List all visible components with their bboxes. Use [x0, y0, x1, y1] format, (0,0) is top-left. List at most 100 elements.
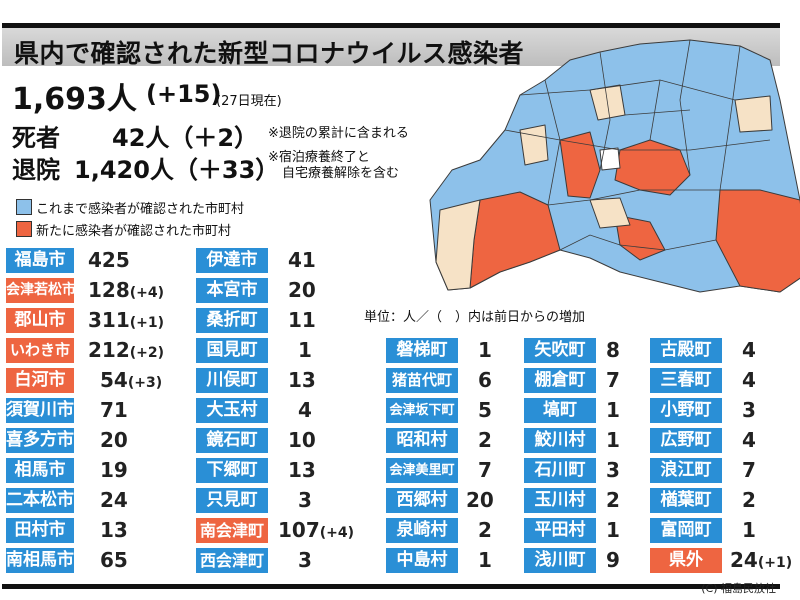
municipality-count: 65: [100, 548, 128, 572]
discharged-value: 1,420人（＋33）: [74, 156, 280, 184]
municipality-label-kitakata: 喜多方市: [6, 428, 74, 453]
unit-note: 単位：人／（ ）内は前日からの増加: [364, 310, 586, 325]
municipality-count: 13: [100, 518, 128, 542]
municipality-label-namie: 浪江町: [650, 458, 722, 483]
municipality-label-minamisoma: 南相馬市: [6, 548, 74, 573]
municipality-count: 311(+1): [88, 308, 165, 332]
municipality-label-nishiaizu: 西会津町: [196, 548, 268, 573]
municipality-label-outside-prefecture: 県外: [650, 548, 722, 573]
municipality-count: 54(+3): [100, 368, 163, 392]
municipality-label-naraha: 楢葉町: [650, 488, 722, 513]
municipality-label-tadami: 只見町: [196, 488, 268, 513]
discharged-note-2: 自宅療養解除を含む: [282, 166, 400, 181]
municipality-label-minamiaizu: 南会津町: [196, 518, 268, 543]
municipality-count: 6: [478, 368, 492, 392]
municipality-label-shimogo: 下郷町: [196, 458, 268, 483]
municipality-label-koori: 桑折町: [196, 308, 268, 333]
municipality-label-ono: 小野町: [650, 398, 722, 423]
deaths-value: 42人（＋2）: [112, 124, 259, 152]
municipality-label-asakawa: 浅川町: [524, 548, 596, 573]
municipality-label-hirono: 広野町: [650, 428, 722, 453]
municipality-count: 2: [606, 488, 620, 512]
municipality-label-ishikawa: 石川町: [524, 458, 596, 483]
municipality-count: 128(+4): [88, 278, 165, 302]
municipality-label-miharu: 三春町: [650, 368, 722, 393]
municipality-label-tomioka: 富岡町: [650, 518, 722, 543]
municipality-label-nihonmatsu: 二本松市: [6, 488, 74, 513]
municipality-count: 7: [478, 458, 492, 482]
municipality-label-aizuwakamatsu: 会津若松市: [6, 278, 74, 303]
discharged-note-1: ※宿泊療養終了と: [268, 150, 370, 165]
municipality-count: 10: [288, 428, 316, 452]
municipality-label-iwaki: いわき市: [6, 338, 74, 363]
municipality-label-tamakawa: 玉川村: [524, 488, 596, 513]
municipality-count: 4: [298, 398, 312, 422]
total-increase: (+15): [146, 80, 222, 108]
municipality-count: 8: [606, 338, 620, 362]
municipality-count: 2: [742, 488, 756, 512]
municipality-label-furudono: 古殿町: [650, 338, 722, 363]
municipality-label-showa: 昭和村: [386, 428, 458, 453]
municipality-label-nakajima: 中島村: [386, 548, 458, 573]
municipality-label-aizubange: 会津坂下町: [386, 398, 458, 423]
municipality-label-samegawa: 鮫川村: [524, 428, 596, 453]
deaths-label: 死者: [12, 124, 60, 152]
municipality-count: 4: [742, 368, 756, 392]
municipality-count: 3: [298, 488, 312, 512]
municipality-label-koriyama: 郡山市: [6, 308, 74, 333]
municipality-count: 1: [478, 548, 492, 572]
as-of-date: (27日現在): [216, 94, 282, 109]
municipality-label-date: 伊達市: [196, 248, 268, 273]
municipality-count: 212(+2): [88, 338, 165, 362]
municipality-count: 107(+4): [278, 518, 355, 542]
municipality-label-shirakawa: 白河市: [6, 368, 74, 393]
municipality-label-izumizaki: 泉崎村: [386, 518, 458, 543]
page-title: 県内で確認された新型コロナウイルス感染者: [14, 39, 525, 68]
municipality-label-otama: 大玉村: [196, 398, 268, 423]
municipality-count: 2: [478, 428, 492, 452]
legend-new-swatch: [16, 221, 32, 237]
infographic-frame: [2, 23, 780, 589]
municipality-count: 19: [100, 458, 128, 482]
municipality-count: 24: [100, 488, 128, 512]
municipality-count: 1: [606, 518, 620, 542]
municipality-count: 71: [100, 398, 128, 422]
legend-confirmed-swatch: [16, 199, 32, 215]
municipality-count: 1: [606, 428, 620, 452]
municipality-label-fukushima: 福島市: [6, 248, 74, 273]
legend-confirmed-label: これまで感染者が確認された市町村: [36, 202, 245, 217]
municipality-label-kagamiishi: 鏡石町: [196, 428, 268, 453]
municipality-label-bandai: 磐梯町: [386, 338, 458, 363]
municipality-count: 2: [478, 518, 492, 542]
municipality-label-sukagawa: 須賀川市: [6, 398, 74, 423]
municipality-count: 41: [288, 248, 316, 272]
municipality-count: 1: [606, 398, 620, 422]
municipality-label-tanagura: 棚倉町: [524, 368, 596, 393]
municipality-label-hanawa: 塙町: [524, 398, 596, 423]
municipality-count: 4: [742, 338, 756, 362]
copyright: (C) 福島民放社: [701, 582, 776, 595]
municipality-count: 3: [606, 458, 620, 482]
municipality-label-inawashiro: 猪苗代町: [386, 368, 458, 393]
legend-new-label: 新たに感染者が確認された市町村: [36, 224, 232, 239]
municipality-count: 7: [606, 368, 620, 392]
municipality-count: 425: [88, 248, 130, 272]
municipality-label-yabuki: 矢吹町: [524, 338, 596, 363]
discharged-label: 退院: [12, 156, 60, 184]
municipality-count: 11: [288, 308, 316, 332]
municipality-label-kunimi: 国見町: [196, 338, 268, 363]
municipality-count: 4: [742, 428, 756, 452]
municipality-label-nishigo: 西郷村: [386, 488, 458, 513]
municipality-count: 20: [466, 488, 494, 512]
municipality-count: 1: [742, 518, 756, 542]
municipality-label-kawamata: 川俣町: [196, 368, 268, 393]
municipality-label-tamura: 田村市: [6, 518, 74, 543]
municipality-count: 3: [742, 398, 756, 422]
municipality-count: 13: [288, 458, 316, 482]
municipality-count: 9: [606, 548, 620, 572]
municipality-count: 3: [298, 548, 312, 572]
deaths-note: ※退院の累計に含まれる: [268, 126, 409, 141]
municipality-label-motomiya: 本宮市: [196, 278, 268, 303]
municipality-count: 1: [298, 338, 312, 362]
